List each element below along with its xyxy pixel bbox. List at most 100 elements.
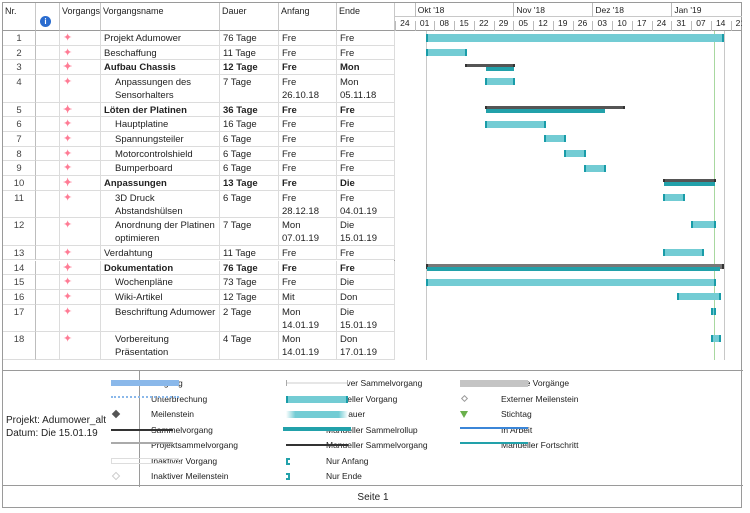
cell-nr[interactable]: 5 (3, 102, 36, 118)
cell-duration[interactable]: 36 Tage (220, 102, 279, 118)
cell-duration[interactable]: 12 Tage (220, 60, 279, 76)
task-bar[interactable] (676, 293, 722, 301)
cell-nr[interactable]: 17 (3, 304, 36, 333)
cell-nr[interactable]: 1 (3, 31, 36, 46)
cell-info[interactable] (36, 161, 60, 177)
cell-name[interactable]: Beschriftung Adumower (101, 304, 220, 333)
cell-end[interactable]: Don 17.01.19 (337, 289, 395, 305)
cell-nr[interactable]: 18 (3, 332, 36, 360)
cell-info[interactable] (36, 31, 60, 46)
cell-mode[interactable]: ✦ (60, 304, 101, 333)
task-bar[interactable] (485, 120, 547, 128)
cell-mode[interactable]: ✦ (60, 176, 101, 191)
cell-nr[interactable]: 16 (3, 289, 36, 305)
cell-nr[interactable]: 11 (3, 190, 36, 219)
cell-start[interactable]: Fre 30.11.18 (279, 161, 337, 177)
cell-mode[interactable]: ✦ (60, 75, 101, 103)
cell-info[interactable] (36, 260, 60, 276)
cell-duration[interactable]: 11 Tage (220, 245, 279, 261)
cell-info[interactable] (36, 102, 60, 118)
cell-start[interactable]: Fre 28.12.18 (279, 176, 337, 191)
cell-info[interactable] (36, 245, 60, 261)
cell-start[interactable]: Fre 05.10.18 (279, 45, 337, 61)
cell-nr[interactable]: 14 (3, 260, 36, 276)
cell-name[interactable]: Spannungsteiler (101, 132, 220, 147)
cell-info[interactable] (36, 146, 60, 162)
cell-info[interactable] (36, 289, 60, 305)
cell-info[interactable] (36, 190, 60, 219)
cell-name[interactable]: 3D Druck Abstandshülsen (101, 190, 220, 219)
task-bar[interactable] (485, 78, 516, 86)
task-bar[interactable] (426, 49, 468, 57)
cell-info[interactable] (36, 45, 60, 61)
cell-name[interactable]: Löten der Platinen (101, 102, 220, 118)
cell-start[interactable]: Mon 14.01.19 (279, 332, 337, 360)
cell-end[interactable]: Fre 04.01.19 (337, 190, 395, 219)
cell-name[interactable]: Vorbereitung Präsentation (101, 332, 220, 360)
cell-mode[interactable]: ✦ (60, 132, 101, 147)
cell-nr[interactable]: 12 (3, 218, 36, 246)
cell-duration[interactable]: 6 Tage (220, 146, 279, 162)
col-header-start[interactable]: Anfang (279, 3, 337, 31)
cell-start[interactable]: Fre 26.10.18 (279, 117, 337, 132)
cell-end[interactable]: Mon 05.11.18 (337, 60, 395, 76)
cell-start[interactable]: Fre 19.10.18 (279, 60, 337, 76)
cell-duration[interactable]: 76 Tage (220, 260, 279, 276)
cell-mode[interactable]: ✦ (60, 190, 101, 219)
cell-duration[interactable]: 2 Tage (220, 304, 279, 333)
col-header-nr[interactable]: Nr. (3, 3, 36, 31)
cell-end[interactable]: Fre 30.11.18 (337, 146, 395, 162)
cell-mode[interactable]: ✦ (60, 60, 101, 76)
task-bar[interactable] (544, 135, 567, 143)
cell-mode[interactable]: ✦ (60, 146, 101, 162)
cell-duration[interactable]: 7 Tage (220, 218, 279, 246)
task-bar[interactable] (564, 150, 586, 158)
cell-nr[interactable]: 9 (3, 161, 36, 177)
cell-info[interactable] (36, 60, 60, 76)
cell-nr[interactable]: 10 (3, 176, 36, 191)
cell-start[interactable]: Fre 05.10.18 (279, 275, 337, 290)
cell-name[interactable]: Anpassungen (101, 176, 220, 191)
cell-start[interactable]: Fre 26.10.18 (279, 102, 337, 118)
cell-end[interactable]: Fre 11.01.19 (337, 245, 395, 261)
cell-mode[interactable]: ✦ (60, 161, 101, 177)
cell-nr[interactable]: 8 (3, 146, 36, 162)
task-bar[interactable] (691, 221, 716, 229)
cell-mode[interactable]: ✦ (60, 332, 101, 360)
task-bar[interactable] (710, 335, 722, 343)
cell-start[interactable]: Fre 28.12.18 (279, 190, 337, 219)
cell-mode[interactable]: ✦ (60, 275, 101, 290)
summary-bar[interactable] (662, 179, 716, 183)
cell-start[interactable]: Mon 07.01.19 (279, 218, 337, 246)
task-bar[interactable] (710, 307, 716, 315)
cell-start[interactable]: Fre 16.11.18 (279, 132, 337, 147)
cell-duration[interactable]: 6 Tage (220, 161, 279, 177)
task-bar[interactable] (426, 34, 725, 43)
cell-info[interactable] (36, 132, 60, 147)
cell-info[interactable] (36, 218, 60, 246)
cell-end[interactable]: Fre 16.11.18 (337, 117, 395, 132)
cell-duration[interactable]: 76 Tage (220, 31, 279, 46)
cell-end[interactable]: Fre 19.10.18 (337, 45, 395, 61)
cell-duration[interactable]: 7 Tage (220, 75, 279, 103)
cell-start[interactable]: Mon 14.01.19 (279, 304, 337, 333)
col-header-duration[interactable]: Dauer (220, 3, 279, 31)
cell-end[interactable]: Fre 18.01.19 (337, 260, 395, 276)
summary-bar[interactable] (465, 63, 516, 67)
cell-nr[interactable]: 3 (3, 60, 36, 76)
summary-bar[interactable] (426, 263, 725, 269)
col-header-name[interactable]: Vorgangsname (101, 3, 220, 31)
cell-nr[interactable]: 13 (3, 245, 36, 261)
cell-name[interactable]: Dokumentation (101, 260, 220, 276)
cell-info[interactable] (36, 332, 60, 360)
cell-nr[interactable]: 4 (3, 75, 36, 103)
cell-mode[interactable]: ✦ (60, 218, 101, 246)
cell-duration[interactable]: 11 Tage (220, 45, 279, 61)
cell-duration[interactable]: 13 Tage (220, 176, 279, 191)
cell-name[interactable]: Anordnung der Platinen optimieren (101, 218, 220, 246)
cell-name[interactable]: Wiki-Artikel (101, 289, 220, 305)
summary-bar[interactable] (485, 105, 626, 109)
cell-mode[interactable]: ✦ (60, 289, 101, 305)
task-bar[interactable] (662, 249, 705, 257)
cell-end[interactable]: Fre 18.01.19 (337, 31, 395, 46)
